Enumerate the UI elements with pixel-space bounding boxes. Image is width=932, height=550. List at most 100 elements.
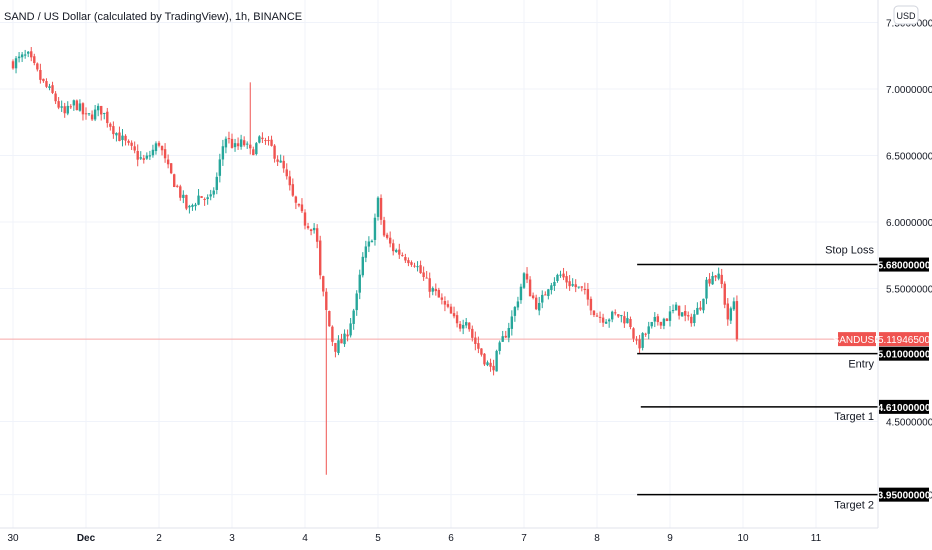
candle-body [373,217,377,240]
time-axis[interactable]: 30 Dec 2 3 4 5 6 7 8 9 10 11 [7,533,821,544]
candle [87,113,91,116]
candle-body [69,106,72,108]
candle-body [11,61,15,69]
candle-body [589,298,593,311]
candle-body [133,146,136,151]
candle-body [544,294,547,296]
candle-body [358,274,361,293]
candle-body [434,288,437,292]
candle [20,51,24,62]
candle-body [538,302,541,311]
candle [84,107,88,120]
candle-body [84,113,88,115]
candle-body [221,146,225,160]
candle [27,50,30,58]
currency-label: USD [896,11,916,21]
candle-body [252,149,255,156]
candle [446,300,450,309]
candle [617,314,620,318]
price-tick-label: 5.50000000 [886,285,932,296]
candle-body [498,342,501,351]
candle-body [680,312,684,317]
time-tick-label: 6 [448,533,454,544]
candle [364,240,368,263]
candle [531,292,535,300]
candle [334,342,337,358]
candle-body [51,85,54,93]
candle-body [577,286,580,288]
candle [215,172,218,195]
candle-body [309,229,313,232]
level-label: Target 2 [834,500,874,512]
candle-body [647,326,650,334]
candle [173,173,176,188]
candle-body [632,328,635,339]
candle-body [452,313,456,317]
candle-body [100,105,103,115]
candle [644,332,647,337]
candle-body [112,126,115,135]
candle [404,253,407,263]
symbol-tag: SANDUSD [833,332,881,347]
candle-body [160,145,164,151]
candle [541,290,544,309]
candle-body [188,205,191,208]
candle-body [27,51,30,54]
candle-body [547,289,550,296]
candle-body [541,294,544,303]
candle [501,330,504,342]
candle [373,213,377,246]
candle [553,277,556,291]
candle-body [623,316,626,324]
candle [325,288,328,475]
candle [449,303,453,314]
candle-body [185,195,188,209]
trade-levels[interactable]: Stop Loss Entry Target 1 Target 2 [637,245,878,512]
candle [249,82,252,155]
candle-body [312,227,316,231]
candle-body [57,101,60,108]
candle [367,236,371,253]
candle [291,178,295,197]
candle [392,239,395,256]
candle-body [486,362,489,366]
candle-body [717,273,720,279]
currency-button[interactable]: USD [893,5,919,25]
candle-body [20,54,24,58]
candle [139,151,142,160]
candle-body [711,275,714,285]
candle-body [36,63,39,70]
level-label: Target 1 [834,411,874,423]
candle-body [656,316,660,323]
candle [169,162,173,175]
candle [556,273,559,283]
candle [586,282,590,306]
candle [221,139,225,166]
candle-body [693,314,696,323]
candle [516,296,520,311]
candle [461,319,465,335]
candle-body [48,86,51,88]
candle [410,260,413,267]
candle-body [650,321,653,327]
candle [75,99,79,111]
candle [726,298,729,326]
candle-body [370,240,374,243]
candle-body [425,277,428,279]
candle-body [388,237,392,244]
candle [650,321,653,329]
candle-body [376,197,380,217]
candle [455,311,459,328]
candle [297,203,301,208]
candle-body [723,283,726,305]
candle [166,154,170,169]
candle [680,312,684,317]
candle [534,294,538,311]
candle [598,311,602,323]
candle [395,248,398,253]
candle-body [364,246,368,258]
candlestick-series[interactable] [11,47,739,475]
candle-body [534,297,538,310]
candle [270,135,273,147]
